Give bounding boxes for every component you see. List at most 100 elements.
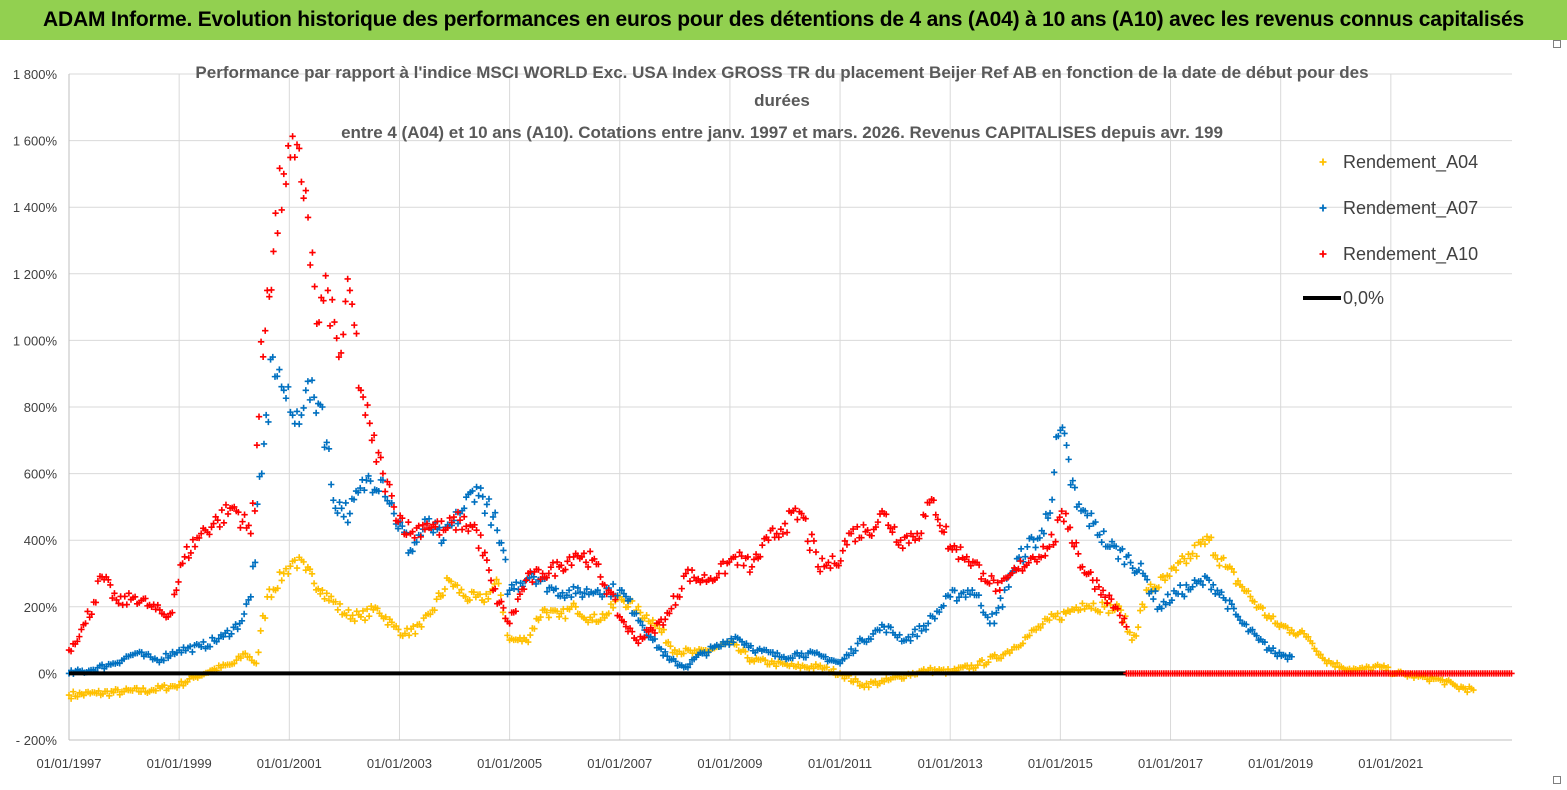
data-point: [715, 570, 723, 577]
data-marker: [321, 595, 328, 603]
data-point: [1189, 583, 1196, 591]
data-marker: [142, 595, 149, 602]
data-marker: [591, 611, 598, 618]
data-marker: [730, 639, 737, 646]
data-marker: [558, 610, 565, 617]
data-marker: [259, 353, 267, 361]
data-marker: [849, 525, 857, 533]
data-marker: [1230, 605, 1238, 612]
data-marker: [347, 615, 354, 623]
data-marker: [920, 622, 927, 630]
data-marker: [494, 527, 501, 534]
data-point: [594, 586, 601, 594]
data-point: [1123, 623, 1130, 630]
data-marker: [432, 523, 439, 530]
data-marker: [1032, 626, 1040, 634]
data-marker: [285, 142, 292, 150]
data-marker: [531, 625, 538, 632]
data-marker: [325, 445, 333, 453]
data-point: [82, 620, 89, 627]
data-marker: [409, 528, 416, 535]
data-marker: [67, 647, 75, 655]
data-marker: [237, 524, 244, 531]
data-marker: [1181, 555, 1188, 562]
data-marker: [208, 634, 216, 641]
data-marker: [1269, 645, 1277, 652]
data-marker: [532, 580, 540, 588]
data-marker: [1044, 514, 1052, 522]
data-marker: [504, 632, 511, 639]
data-marker: [307, 261, 314, 269]
data-marker: [603, 590, 610, 598]
data-point: [522, 576, 530, 584]
data-marker: [651, 635, 659, 643]
data-marker: [995, 604, 1002, 612]
banner-text: ADAM Informe. Evolution historique des p…: [43, 8, 1524, 31]
data-marker: [366, 420, 373, 427]
data-marker: [500, 547, 507, 554]
data-marker: [106, 692, 113, 700]
y-tick-label: 800%: [24, 400, 58, 415]
data-marker: [810, 537, 818, 545]
data-point: [649, 616, 657, 624]
data-marker: [1106, 592, 1113, 599]
performance-chart[interactable]: - 200% 0% 200% 400% 600% 800% 1 000% 1 200% 1 40…: [0, 40, 1567, 790]
data-marker: [1097, 591, 1105, 599]
data-marker: [647, 633, 654, 640]
data-marker: [564, 558, 571, 565]
data-marker: [343, 612, 350, 619]
data-marker: [278, 383, 285, 390]
data-marker: [431, 606, 438, 614]
data-point: [974, 661, 981, 669]
data-point: [1040, 530, 1048, 537]
data-marker: [667, 642, 674, 650]
data-marker: [195, 534, 203, 542]
data-marker: [1168, 597, 1176, 604]
data-point: [197, 643, 205, 650]
data-marker: [298, 178, 305, 186]
data-marker: [775, 534, 782, 541]
chart-resize-handle-bottom-right[interactable]: [1553, 776, 1561, 784]
data-marker: [942, 523, 950, 530]
data-marker: [460, 513, 468, 520]
data-marker: [547, 563, 555, 571]
data-point: [247, 530, 254, 537]
data-marker: [441, 585, 449, 593]
data-marker: [664, 653, 671, 660]
data-marker: [344, 519, 352, 526]
data-marker: [676, 593, 683, 601]
data-marker: [885, 521, 892, 529]
data-marker: [1212, 590, 1219, 598]
data-marker: [874, 518, 882, 526]
x-tick-label: 01/01/2019: [1248, 756, 1313, 771]
data-marker: [222, 501, 230, 509]
data-marker: [568, 593, 575, 601]
data-marker: [1066, 524, 1074, 531]
data-marker: [458, 586, 465, 593]
data-marker: [311, 283, 318, 290]
data-marker: [238, 617, 246, 625]
data-marker: [1135, 566, 1143, 574]
data-marker: [289, 412, 296, 419]
data-marker: [285, 570, 292, 578]
data-marker: [1309, 640, 1316, 647]
y-tick-label: 400%: [24, 533, 58, 548]
data-point: [423, 520, 431, 527]
data-marker: [1087, 569, 1094, 576]
chart-resize-handle-top-right[interactable]: [1553, 40, 1561, 48]
data-marker: [243, 600, 250, 608]
data-marker: [639, 622, 646, 629]
data-marker: [298, 411, 305, 419]
data-marker: [1086, 523, 1093, 530]
data-marker: [922, 513, 929, 520]
data-marker: [986, 580, 993, 587]
data-point: [864, 527, 871, 534]
data-marker: [1274, 620, 1281, 627]
data-marker: [583, 585, 590, 593]
data-marker: [260, 440, 268, 448]
data-marker: [95, 687, 102, 695]
x-tick-label: 01/01/1999: [147, 756, 212, 771]
data-marker: [1098, 538, 1105, 546]
data-marker: [817, 662, 824, 669]
data-marker: [233, 656, 240, 664]
